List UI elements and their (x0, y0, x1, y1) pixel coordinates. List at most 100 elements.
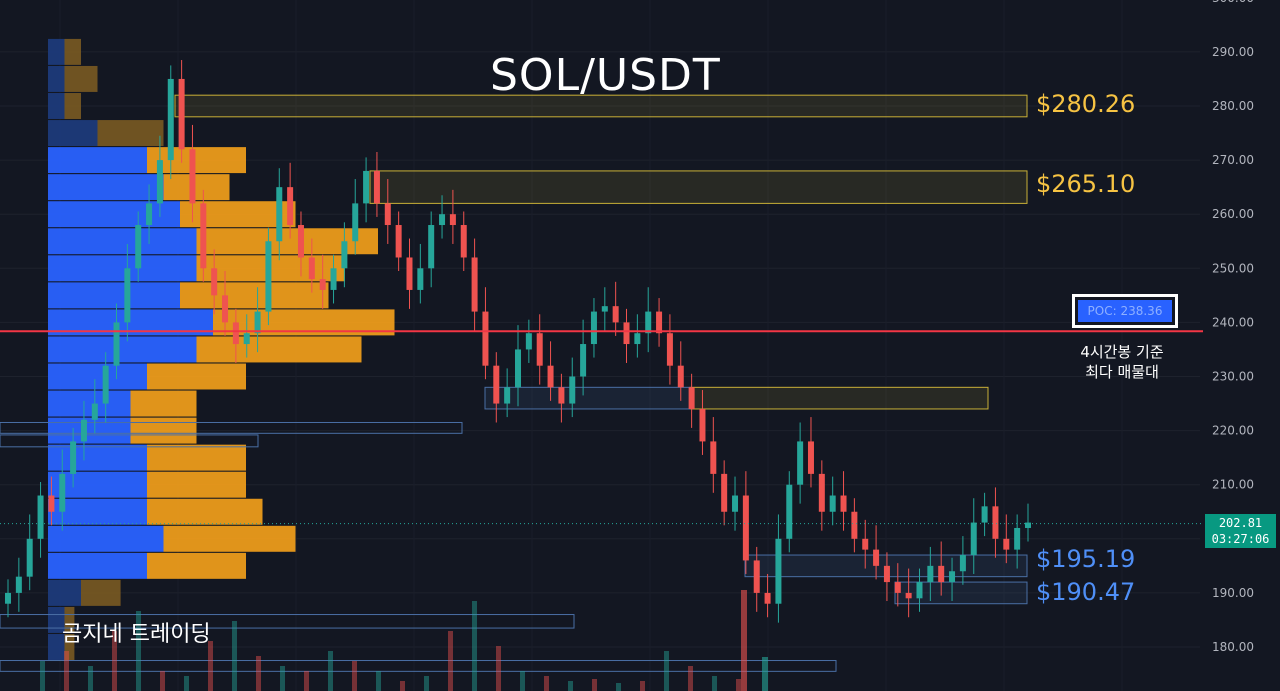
watermark: 곰지네 트레이딩 (62, 622, 211, 647)
poc-note-line1: 4시간봉 기준 (1080, 343, 1164, 361)
axis-tick-label: 290.00 (1212, 45, 1254, 59)
last-price-tag: 202.81 03:27:06 (1205, 514, 1276, 548)
candle-body (547, 365, 554, 388)
price-axis[interactable]: 180.00190.00200.00210.00220.00230.00240.… (1212, 0, 1254, 654)
volume-bar (352, 661, 357, 691)
volume-bar (520, 671, 525, 691)
candle-body (504, 387, 511, 404)
candle-body (26, 538, 33, 577)
chart-title: SOL/USDT (490, 50, 721, 101)
candle-body (482, 311, 489, 366)
candle-body (764, 592, 771, 604)
candle-body (862, 538, 869, 550)
support-label-1: $195.19 (1036, 545, 1136, 573)
volume-bar (208, 641, 213, 691)
candle-body (840, 495, 847, 512)
candle-body (699, 408, 706, 442)
poc-line (0, 330, 1203, 525)
resistance-zone (689, 386, 989, 410)
axis-tick-label: 240.00 (1212, 315, 1254, 329)
volume-bar (40, 661, 45, 691)
axis-tick-label: 190.00 (1212, 586, 1254, 600)
candle-body (287, 187, 294, 226)
axis-tick-label: 180.00 (1212, 640, 1254, 654)
volume-bar (496, 646, 501, 691)
volume-bar (136, 611, 141, 691)
candle-body (156, 160, 163, 204)
volume-profile-sell-bar (97, 120, 164, 147)
volume-bar (664, 651, 669, 691)
volume-profile-buy-bar (48, 336, 197, 363)
volume-profile-buy-bar (48, 147, 147, 174)
volume-profile-buy-bar (48, 390, 131, 417)
candle-body (59, 473, 66, 512)
candle-body (146, 203, 153, 226)
support-label-2: $190.47 (1036, 578, 1136, 606)
volume-profile-buy-bar (48, 93, 65, 119)
candle-body (384, 203, 391, 226)
candle-body (590, 311, 597, 345)
support-zone (0, 434, 259, 448)
volume-bar (112, 631, 117, 691)
volume-profile-sell-bar (64, 93, 81, 119)
support-zone (0, 660, 837, 672)
candle-body (37, 495, 44, 539)
candle-body (981, 506, 988, 523)
axis-tick-label: 210.00 (1212, 478, 1254, 492)
candle-body (645, 311, 652, 334)
candle-body (102, 365, 109, 404)
candle-body (243, 333, 250, 345)
volume-bar (472, 601, 477, 691)
volume-bar (568, 681, 573, 691)
candle-body (786, 484, 793, 539)
resistance-label-2: $265.10 (1036, 170, 1136, 198)
volume-bar (640, 681, 645, 691)
candle-body (265, 241, 272, 312)
candle-body (580, 344, 587, 377)
volume-bar (736, 679, 741, 691)
volume-profile-sell-bar (163, 174, 230, 201)
candle-body (732, 495, 739, 512)
candle-body (688, 387, 695, 409)
volume-bar (688, 666, 693, 691)
bar-countdown: 03:27:06 (1211, 532, 1270, 546)
candle-body (612, 306, 619, 323)
candle-body (91, 403, 98, 420)
candle-body (254, 311, 261, 334)
volume-bar (304, 671, 309, 691)
volume-profile-buy-bar (48, 65, 65, 92)
volume-profile-buy-bar (48, 606, 65, 633)
candle-body (677, 365, 684, 388)
volume-bars (40, 590, 768, 691)
candle-body (601, 306, 608, 312)
volume-bar (616, 683, 621, 691)
poc-note-line2: 최다 매물대 (1085, 363, 1159, 381)
volume-profile-sell-bar (64, 65, 98, 92)
volume-bar (184, 676, 189, 691)
candle-body (352, 203, 359, 242)
candle-body (666, 333, 673, 366)
candle-body (395, 225, 402, 258)
volume-profile-sell-bar (147, 147, 246, 174)
support-zone (484, 386, 691, 410)
volume-profile-sell-bar (180, 282, 329, 309)
candle-body (319, 279, 326, 290)
volume-bar (160, 671, 165, 691)
candle-body (373, 170, 380, 204)
axis-tick-label: 250.00 (1212, 261, 1254, 275)
candle-body (80, 419, 87, 442)
candle-body (938, 565, 945, 583)
volume-profile-sell-bar (196, 228, 378, 255)
volume-bar (376, 671, 381, 691)
volume-profile-sell-bar (147, 363, 246, 390)
candle-body (449, 214, 456, 226)
candle-body (873, 549, 880, 566)
candle-body (417, 268, 424, 290)
price-zones (0, 94, 1028, 672)
resistance-label-1: $280.26 (1036, 90, 1136, 118)
volume-bar (741, 590, 747, 691)
candle-body (297, 225, 304, 258)
candle-body (1014, 527, 1021, 550)
volume-bar (424, 676, 429, 691)
